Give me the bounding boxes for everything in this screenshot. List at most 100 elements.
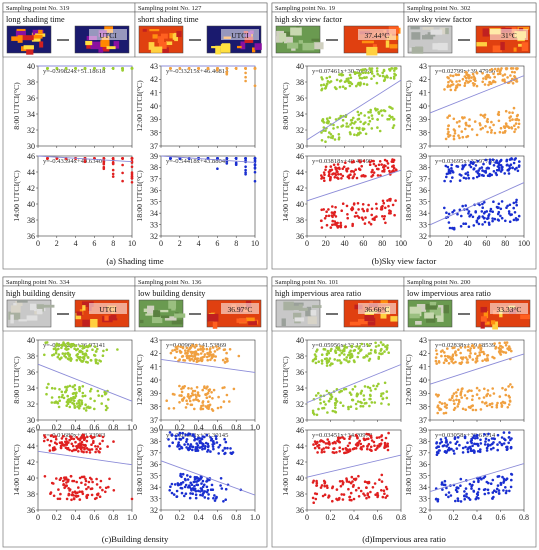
data-point — [375, 207, 379, 210]
data-point — [383, 492, 386, 496]
y-tick-label: 32 — [419, 506, 427, 515]
data-point — [434, 393, 438, 396]
x-tick-label: 0.4 — [71, 513, 81, 522]
y-tick-label: 37 — [419, 175, 427, 184]
data-point — [457, 348, 460, 352]
data-point — [53, 401, 56, 404]
x-tick-label: 0.6 — [89, 513, 99, 522]
data-point — [447, 80, 450, 84]
data-point — [394, 199, 397, 202]
data-point — [331, 136, 334, 140]
data-point — [452, 137, 456, 141]
data-point — [225, 162, 229, 165]
data-point — [165, 399, 168, 403]
data-point — [244, 75, 247, 79]
data-point — [195, 477, 198, 480]
data-point — [75, 480, 78, 484]
data-point — [331, 223, 334, 227]
data-point — [86, 435, 89, 439]
data-point — [61, 344, 64, 347]
x-tick-label: 0 — [36, 423, 40, 432]
data-point — [78, 403, 81, 407]
data-point — [183, 385, 186, 388]
x-tick-label: 0 — [36, 239, 40, 248]
data-point — [355, 176, 359, 180]
data-point — [324, 165, 328, 169]
data-point — [463, 346, 467, 349]
data-point — [75, 402, 79, 405]
data-point — [116, 348, 119, 351]
data-point — [447, 491, 451, 494]
data-point — [179, 345, 182, 349]
data-point — [488, 76, 492, 79]
data-point — [57, 353, 61, 356]
data-point — [477, 346, 480, 349]
y-tick-label: 35 — [150, 472, 158, 481]
data-point — [367, 116, 371, 119]
data-point — [371, 117, 374, 120]
data-point — [346, 444, 350, 448]
data-point — [328, 357, 332, 360]
data-point — [104, 408, 108, 412]
data-point — [189, 346, 193, 349]
data-point — [85, 447, 89, 450]
data-point — [383, 441, 387, 445]
y-tick-label: 43 — [150, 336, 158, 345]
data-point — [452, 117, 456, 121]
data-point — [487, 432, 490, 436]
data-point — [173, 348, 177, 352]
data-point — [495, 403, 499, 407]
data-point — [362, 82, 366, 86]
data-point — [451, 394, 454, 398]
data-point — [181, 386, 185, 389]
data-point — [493, 131, 497, 135]
data-point — [201, 347, 204, 351]
data-point — [499, 207, 503, 211]
data-point — [334, 118, 338, 121]
data-point — [324, 140, 327, 143]
data-point — [244, 157, 247, 160]
data-point — [107, 398, 110, 401]
data-point — [212, 388, 216, 392]
data-point — [493, 489, 496, 493]
data-point — [69, 344, 72, 347]
data-point — [485, 449, 489, 452]
data-point — [57, 395, 61, 399]
data-point — [69, 474, 73, 478]
data-point — [495, 159, 499, 162]
sampling-label: Sampling point No. 200 — [407, 279, 471, 286]
y-tick-label: 38 — [419, 437, 427, 446]
data-point — [346, 213, 349, 216]
data-point — [440, 483, 444, 486]
data-point — [317, 391, 320, 395]
data-point — [121, 171, 124, 175]
data-point — [81, 344, 84, 348]
data-point — [387, 351, 391, 355]
data-point — [476, 491, 480, 494]
data-point — [202, 491, 205, 495]
data-point — [382, 489, 386, 493]
data-point — [365, 343, 369, 346]
data-point — [195, 386, 199, 389]
data-point — [43, 434, 46, 437]
data-point — [93, 353, 96, 357]
data-point — [62, 479, 65, 483]
data-point — [102, 165, 106, 169]
data-point — [181, 346, 185, 350]
data-point — [465, 495, 468, 498]
data-point — [224, 440, 228, 444]
data-point — [74, 67, 77, 70]
data-point — [200, 359, 204, 363]
data-point — [441, 444, 445, 448]
data-point — [80, 475, 84, 479]
data-point — [480, 173, 484, 177]
data-point — [325, 214, 328, 218]
data-point — [491, 219, 494, 223]
data-point — [348, 351, 351, 354]
data-point — [340, 72, 343, 76]
data-point — [452, 449, 455, 453]
y-tick-label: 42 — [150, 75, 158, 84]
data-point — [504, 109, 508, 113]
